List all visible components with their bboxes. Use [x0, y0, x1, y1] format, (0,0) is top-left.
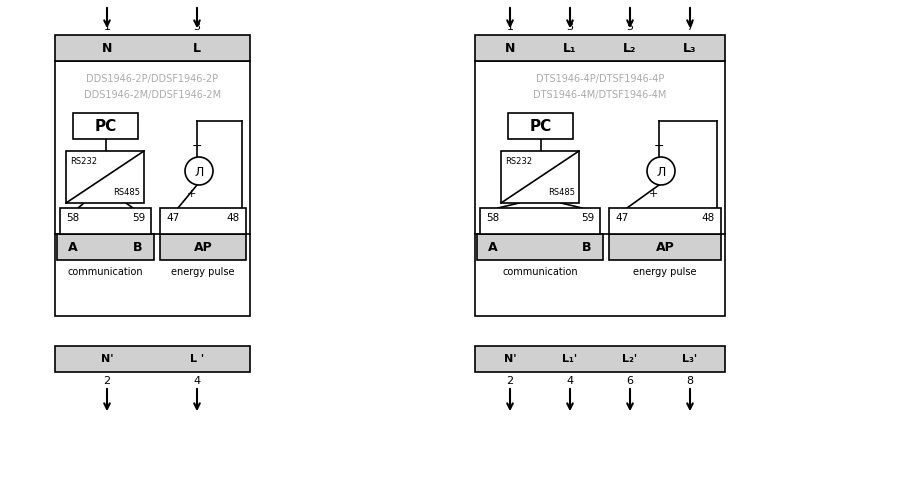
Text: L₁': L₁'	[562, 354, 578, 364]
Circle shape	[647, 157, 675, 185]
Bar	[60, 208, 151, 234]
Text: N': N'	[504, 354, 517, 364]
Bar	[55, 346, 250, 372]
Text: 4: 4	[194, 376, 201, 386]
Bar	[55, 61, 250, 316]
Text: N: N	[505, 42, 515, 55]
Text: DTS1946-4M/DTSF1946-4M: DTS1946-4M/DTSF1946-4M	[534, 90, 667, 100]
Text: energy pulse: energy pulse	[634, 267, 697, 277]
Bar	[66, 151, 144, 203]
Text: 6: 6	[626, 376, 634, 386]
Text: RS232: RS232	[505, 157, 532, 166]
Bar	[609, 234, 721, 260]
Text: 59: 59	[131, 213, 145, 223]
Bar	[160, 234, 246, 260]
Text: 59: 59	[580, 213, 594, 223]
Text: RS485: RS485	[548, 188, 575, 197]
Bar	[475, 35, 725, 61]
Text: L₂': L₂'	[623, 354, 637, 364]
Bar	[475, 61, 725, 316]
Text: DDS1946-2M/DDSF1946-2M: DDS1946-2M/DDSF1946-2M	[84, 90, 221, 100]
Text: 2: 2	[507, 376, 514, 386]
Bar	[57, 234, 154, 260]
Text: energy pulse: energy pulse	[171, 267, 235, 277]
Text: A: A	[68, 240, 77, 253]
Text: DTS1946-4P/DTSF1946-4P: DTS1946-4P/DTSF1946-4P	[536, 74, 664, 84]
Text: 3: 3	[566, 22, 573, 32]
Text: N': N'	[101, 354, 113, 364]
Bar	[508, 113, 573, 139]
Text: 5: 5	[626, 22, 634, 32]
Text: Л: Л	[194, 166, 203, 179]
Text: L₃': L₃'	[682, 354, 698, 364]
Text: RS232: RS232	[70, 157, 97, 166]
Text: 47: 47	[166, 213, 179, 223]
Text: 1: 1	[507, 22, 514, 32]
Bar	[477, 234, 603, 260]
Bar	[475, 346, 725, 372]
Text: PC: PC	[94, 118, 117, 134]
Text: Л: Л	[656, 166, 666, 179]
Text: 1: 1	[104, 22, 111, 32]
Text: L₃: L₃	[683, 42, 697, 55]
Circle shape	[185, 157, 213, 185]
Text: B: B	[582, 240, 592, 253]
Text: 47: 47	[615, 213, 628, 223]
Bar	[73, 113, 138, 139]
Text: communication: communication	[68, 267, 143, 277]
Text: 2: 2	[104, 376, 111, 386]
Text: PC: PC	[529, 118, 552, 134]
Text: L ': L '	[190, 354, 204, 364]
Bar	[609, 208, 721, 234]
Text: L₂: L₂	[624, 42, 636, 55]
Text: 48: 48	[227, 213, 240, 223]
Text: N: N	[102, 42, 112, 55]
Text: 7: 7	[687, 22, 694, 32]
Bar	[480, 208, 600, 234]
Bar	[160, 208, 246, 234]
Text: L₁: L₁	[563, 42, 577, 55]
Bar	[501, 151, 579, 203]
Text: communication: communication	[502, 267, 578, 277]
Text: −: −	[653, 140, 664, 153]
Text: 48: 48	[702, 213, 715, 223]
Text: 58: 58	[66, 213, 79, 223]
Text: 3: 3	[194, 22, 201, 32]
Text: L: L	[193, 42, 201, 55]
Text: 8: 8	[687, 376, 694, 386]
Text: +: +	[648, 189, 658, 199]
Text: 4: 4	[566, 376, 573, 386]
Text: A: A	[488, 240, 498, 253]
Text: 58: 58	[486, 213, 500, 223]
Text: AP: AP	[194, 240, 212, 253]
Bar	[55, 35, 250, 61]
Text: RS485: RS485	[113, 188, 140, 197]
Text: B: B	[133, 240, 143, 253]
Text: −: −	[192, 140, 202, 153]
Text: AP: AP	[655, 240, 674, 253]
Text: +: +	[186, 189, 195, 199]
Text: DDS1946-2P/DDSF1946-2P: DDS1946-2P/DDSF1946-2P	[86, 74, 219, 84]
